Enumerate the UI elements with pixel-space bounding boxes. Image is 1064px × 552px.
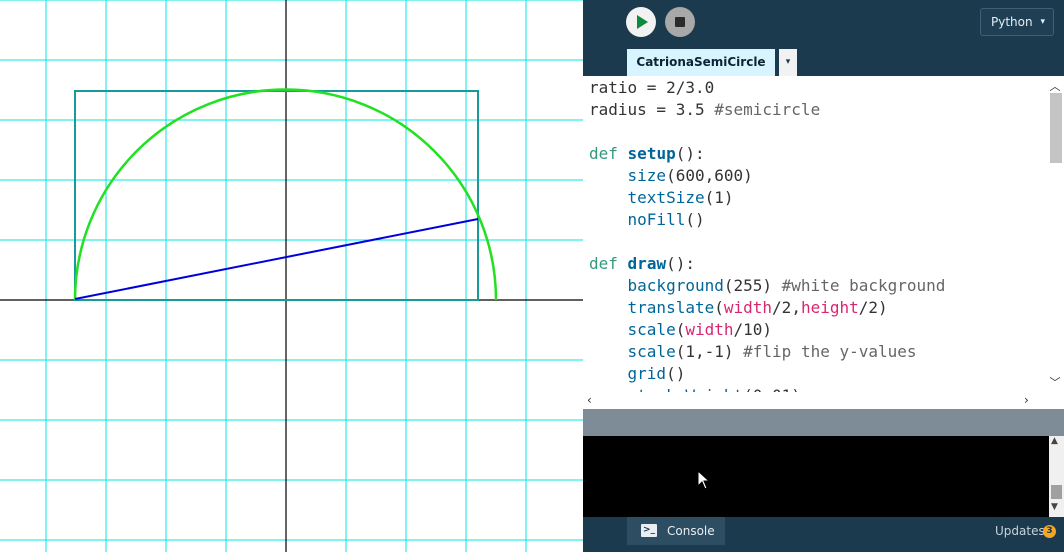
console-tab-label: Console	[667, 524, 715, 538]
code-line[interactable]: scale(width/10)	[627, 320, 773, 339]
stop-icon	[675, 17, 685, 27]
code-line[interactable]: textSize(1)	[627, 188, 734, 207]
run-button[interactable]	[626, 7, 656, 37]
footer-bar: >_ Console Updates 3	[583, 517, 1064, 552]
code-line[interactable]: def setup():	[589, 144, 705, 163]
mouse-cursor-icon	[697, 470, 711, 490]
console-scroll-thumb[interactable]	[1051, 485, 1062, 499]
code-line[interactable]: def draw():	[589, 254, 695, 273]
tab-menu-button[interactable]: ▾	[779, 49, 797, 76]
ide-panel: Python ▾ CatrionaSemiCircle ▾ ratio = 2/…	[583, 0, 1064, 552]
code-line[interactable]: scale(1,-1) #flip the y-values	[627, 342, 917, 361]
code-line[interactable]: grid()	[627, 364, 686, 383]
chevron-down-icon: ▾	[1040, 17, 1045, 27]
code-line[interactable]: size(600,600)	[627, 166, 753, 185]
sketch-canvas[interactable]	[0, 0, 583, 552]
code-line[interactable]: radius = 3.5 #semicircle	[589, 100, 821, 119]
code-line[interactable]	[589, 121, 945, 143]
semicircle-shape	[73, 88, 498, 301]
vertical-scrollbar[interactable]: ︿ ﹀	[1045, 76, 1064, 392]
chevron-down-icon[interactable]: ﹀	[1049, 376, 1061, 389]
code-text[interactable]: ratio = 2/3.0 radius = 3.5 #semicircle de…	[589, 77, 945, 407]
sketch-drawing	[0, 0, 583, 552]
mode-label: Python	[991, 15, 1033, 29]
diagonal-line	[74, 218, 479, 300]
code-editor[interactable]: ratio = 2/3.0 radius = 3.5 #semicircle de…	[583, 76, 1064, 409]
chevron-down-icon[interactable]: ▼	[1051, 502, 1058, 512]
code-line[interactable]: noFill()	[627, 210, 705, 229]
code-line[interactable]: translate(width/2,height/2)	[627, 298, 888, 317]
tab-catriona-semicircle[interactable]: CatrionaSemiCircle	[627, 49, 775, 76]
console-tab[interactable]: >_ Console	[627, 517, 725, 545]
chevron-right-icon[interactable]: ›	[1024, 393, 1029, 407]
code-line[interactable]: background(255) #white background	[627, 276, 946, 295]
code-line[interactable]: ratio = 2/3.0	[589, 78, 715, 97]
updates-button[interactable]: Updates	[995, 517, 1045, 545]
stop-button[interactable]	[665, 7, 695, 37]
terminal-icon: >_	[641, 524, 657, 537]
mode-select[interactable]: Python ▾	[980, 8, 1054, 36]
play-icon	[637, 15, 648, 29]
chevron-up-icon[interactable]: ︿	[1049, 80, 1061, 93]
console-scrollbar[interactable]: ▲ ▼	[1049, 436, 1064, 517]
horizontal-scrollbar[interactable]: ‹ ›	[583, 392, 1064, 409]
rectangle-shape	[74, 90, 479, 301]
scroll-thumb[interactable]	[1050, 93, 1062, 163]
chevron-up-icon[interactable]: ▲	[1051, 436, 1058, 446]
toolbar: Python ▾ CatrionaSemiCircle ▾	[583, 0, 1064, 76]
code-line[interactable]	[589, 231, 945, 253]
chevron-left-icon[interactable]: ‹	[587, 393, 592, 407]
console-output[interactable]: ▲ ▼	[583, 436, 1064, 517]
updates-label: Updates	[995, 524, 1045, 538]
panel-divider[interactable]	[583, 409, 1064, 436]
updates-badge: 3	[1043, 525, 1056, 538]
